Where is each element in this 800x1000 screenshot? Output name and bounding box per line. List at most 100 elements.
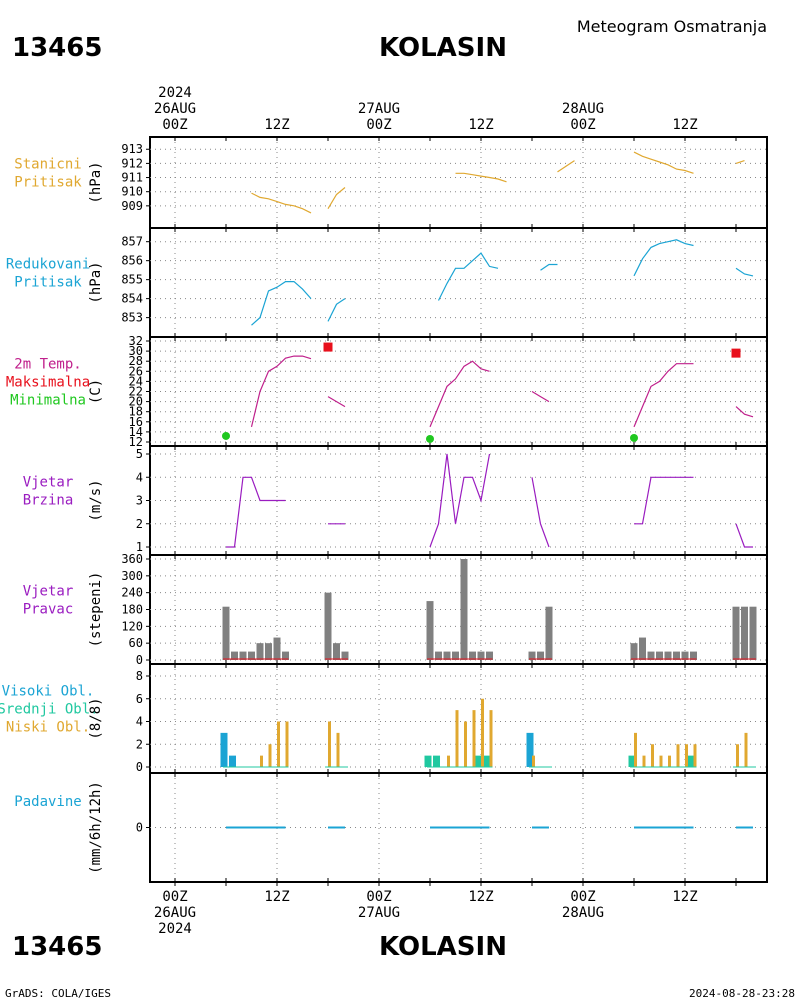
series-line (251, 192, 312, 214)
cloud-bar (464, 721, 467, 767)
station-id-top: 13465 (12, 33, 102, 63)
y-tick-label: 853 (121, 311, 143, 325)
wind-direction-bar (647, 651, 655, 660)
series-line (250, 355, 312, 428)
panel-unit: (hPa) (88, 261, 104, 303)
series-line (633, 363, 694, 428)
wind-direction-bar (537, 651, 544, 660)
wind-direction-bar (664, 651, 672, 660)
cloud-bar (484, 755, 491, 767)
wind-direction-bar (333, 643, 340, 660)
cloud-bar (659, 755, 663, 767)
cloud-bar (736, 744, 739, 767)
time-label-top: 00Z (366, 117, 391, 133)
wind-direction-bar (460, 559, 468, 660)
panel-label: Vjetar (23, 475, 74, 491)
wind-direction-bar (265, 643, 272, 660)
y-tick-label: 240 (121, 586, 143, 600)
series-line (531, 477, 550, 548)
wind-direction-bar (469, 651, 476, 660)
footer-left: GrADS: COLA/IGES (5, 987, 111, 1000)
y-tick-label: 5 (136, 447, 143, 461)
panel-label: Maksimalna (6, 375, 90, 391)
series-line (735, 406, 754, 418)
min-temp-marker (222, 431, 230, 440)
panel-label: Visoki Obl. (2, 684, 95, 700)
panel-label: Redukovani (6, 257, 90, 273)
wind-direction-bar (656, 651, 663, 660)
series-line (327, 298, 346, 322)
wind-direction-bar (273, 637, 281, 660)
y-tick-label: 912 (121, 156, 143, 170)
time-label-top: 28AUG (562, 101, 604, 117)
series-line (437, 252, 499, 301)
panel-redukovani: 853 854 855 856 857 Redukovani Pritisak (hPa) (6, 227, 768, 338)
y-tick-label: 0 (136, 821, 143, 835)
wind-direction-bar (239, 651, 247, 660)
time-label-bottom: 00Z (162, 889, 187, 905)
chart-title: Meteogram Osmatranja (577, 17, 767, 36)
cloud-bar (634, 732, 637, 767)
cloud-bar (489, 710, 493, 767)
station-id-bottom: 13465 (12, 932, 102, 962)
panel-clouds: 0 2 4 6 8 Visoki Obl. Srednji Obl. Niski Obl.(8… (0, 663, 768, 774)
y-tick-label: 32 (129, 334, 143, 348)
wind-direction-bar (256, 643, 264, 660)
time-label-top: 26AUG (154, 101, 196, 117)
time-label-bottom: 26AUG (154, 905, 196, 921)
cloud-bar (481, 698, 484, 767)
cloud-bar (277, 721, 280, 767)
time-label-top: 00Z (570, 117, 595, 133)
wind-direction-bar (477, 651, 485, 660)
series-line (327, 396, 346, 408)
y-tick-label: 180 (121, 603, 143, 617)
series-line (633, 151, 694, 174)
y-tick-label: 20 (129, 395, 143, 409)
y-tick-label: 16 (129, 415, 143, 429)
y-tick-label: 300 (121, 569, 143, 583)
cloud-bar (685, 744, 688, 767)
panel-label: Niski Obl. (6, 720, 90, 736)
panel-label: Srednji Obl. (0, 702, 99, 718)
time-label-bottom: 00Z (570, 889, 595, 905)
cloud-bar (668, 755, 671, 767)
max-temp-marker (731, 348, 741, 358)
time-label-bottom: 12Z (264, 889, 289, 905)
y-tick-label: 1 (136, 540, 143, 554)
cloud-bar (532, 755, 535, 767)
y-tick-label: 855 (121, 273, 143, 287)
y-tick-label: 856 (121, 254, 143, 268)
cloud-bar (447, 755, 450, 767)
panel-unit: (C) (88, 379, 104, 404)
wind-direction-bar (435, 651, 442, 660)
y-tick-label: 12 (129, 435, 143, 449)
panel-label: Pritisak (14, 275, 82, 291)
wind-direction-bar (639, 637, 646, 660)
wind-direction-bar (282, 651, 289, 660)
time-label-top: 27AUG (358, 101, 400, 117)
cloud-bar (676, 744, 680, 767)
wind-direction-bar (741, 606, 748, 660)
y-tick-label: 911 (121, 171, 143, 185)
cloud-bar (651, 744, 654, 767)
y-tick-label: 857 (121, 235, 143, 249)
panel-unit: (stepeni) (88, 572, 104, 648)
series-line (226, 476, 286, 548)
y-tick-label: 2 (136, 737, 143, 751)
wind-direction-bar (443, 651, 451, 660)
y-tick-label: 24 (129, 374, 143, 388)
y-tick-label: 60 (129, 636, 143, 650)
y-tick-label: 360 (121, 552, 143, 566)
series-line (735, 523, 753, 548)
panel-unit: (mm/6h/12h) (88, 781, 104, 874)
panel-label: Minimalna (10, 393, 86, 409)
series-line (557, 160, 575, 173)
wind-direction-bar (324, 592, 332, 660)
y-tick-label: 0 (136, 760, 143, 774)
wind-direction-bar (690, 651, 697, 660)
panel-precip: 0 Padavine (mm/6h/12h) (14, 772, 768, 883)
panel-label: Stanicni (14, 157, 81, 173)
panel-label: Pravac (23, 602, 74, 618)
